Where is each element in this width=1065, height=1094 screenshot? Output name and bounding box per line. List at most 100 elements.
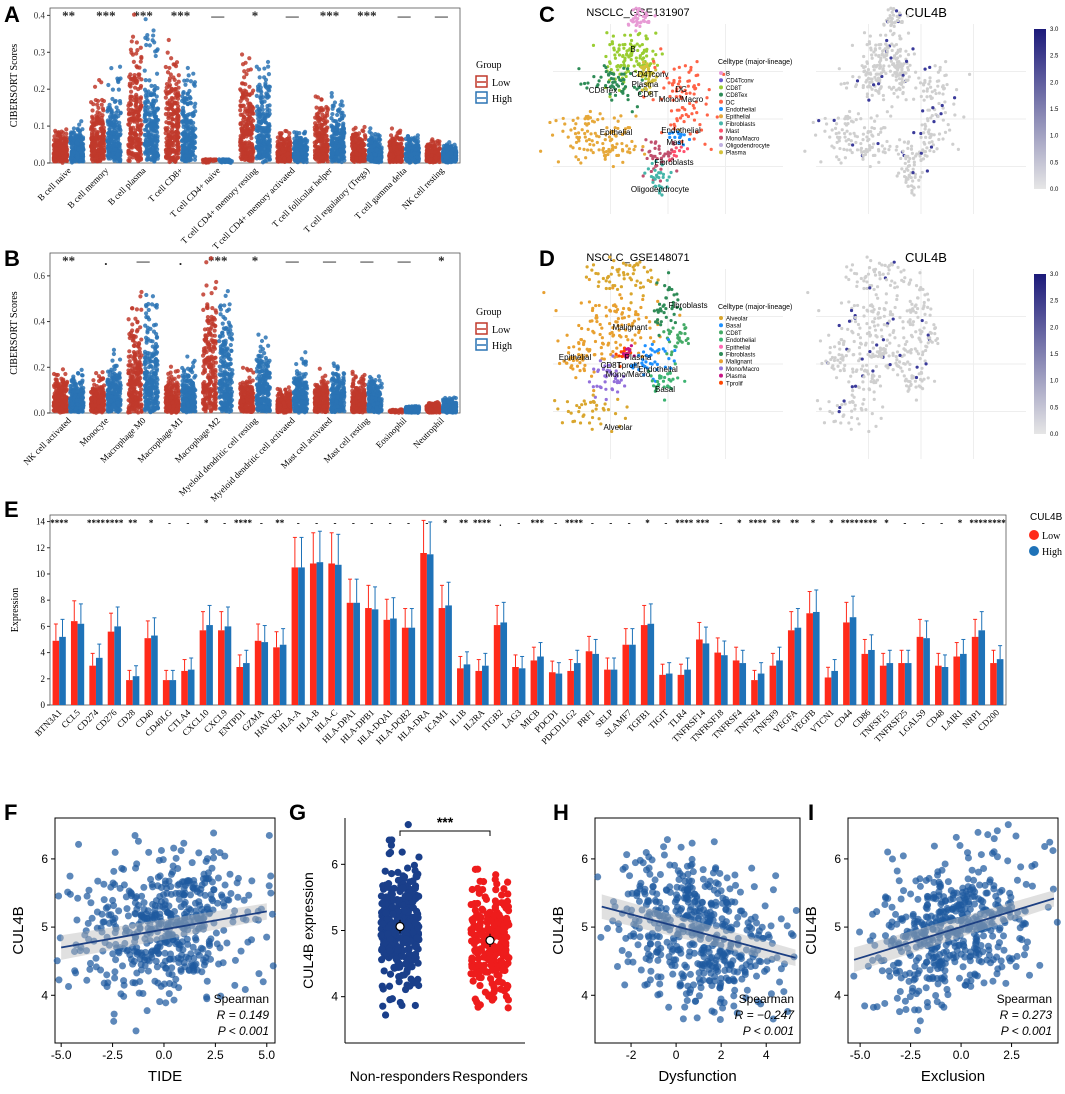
data-point: [266, 84, 271, 89]
data-point: [265, 133, 270, 139]
data-point: [245, 143, 250, 149]
data-point: [78, 158, 83, 163]
data-point: [70, 145, 75, 151]
data-point: [118, 76, 123, 81]
data-point: [314, 126, 320, 132]
data-point: [243, 60, 248, 65]
data-point: [53, 403, 58, 409]
data-point: [314, 148, 319, 153]
data-point: [63, 381, 68, 386]
data-point: [169, 103, 174, 109]
data-point: [132, 141, 137, 146]
data-point: [238, 87, 243, 92]
y-tick-label: 0.4: [34, 10, 46, 20]
data-point: [109, 110, 115, 115]
data-point: [373, 152, 378, 157]
data-point: [278, 142, 283, 147]
data-point: [80, 150, 85, 155]
data-point: [279, 131, 284, 136]
data-point: [175, 112, 180, 117]
data-point: [258, 138, 263, 143]
data-point: [246, 68, 251, 73]
data-point: [132, 75, 138, 81]
data-point: [181, 144, 186, 149]
data-point: [250, 150, 255, 155]
data-point: [155, 134, 160, 139]
data-point: [287, 146, 292, 152]
data-point: [247, 56, 252, 61]
data-point: [111, 155, 116, 160]
data-point: [248, 106, 253, 111]
data-point: [134, 40, 139, 45]
data-point: [285, 151, 290, 156]
data-point: [316, 159, 321, 164]
data-point: [180, 119, 185, 124]
data-point: [256, 113, 262, 118]
data-point: [75, 126, 80, 131]
data-point: [334, 157, 339, 162]
data-point: [154, 71, 160, 76]
data-point: [185, 125, 190, 131]
data-point: [247, 84, 252, 89]
data-point: [149, 137, 154, 142]
data-point: [254, 144, 259, 149]
data-point: [258, 125, 263, 130]
data-point: [58, 136, 64, 142]
data-point: [106, 82, 111, 88]
data-point: [407, 140, 412, 145]
data-point: [138, 59, 143, 64]
data-point: [165, 50, 170, 55]
data-point: [96, 105, 101, 111]
data-point: [360, 128, 365, 133]
data-point: [151, 28, 156, 33]
data-point: [239, 134, 244, 140]
data-point: [113, 98, 118, 104]
data-point: [361, 147, 366, 152]
data-point: [131, 59, 136, 64]
data-point: [241, 114, 246, 120]
data-point: [89, 157, 95, 162]
significance-label: *: [252, 8, 259, 23]
significance-label: ***: [320, 8, 340, 23]
data-point: [95, 102, 100, 107]
data-point: [52, 395, 57, 400]
data-point: [90, 123, 95, 128]
data-point: [176, 73, 181, 78]
data-point: [106, 122, 111, 127]
significance-label: —: [397, 8, 412, 23]
data-point: [350, 137, 355, 143]
data-point: [341, 123, 346, 128]
significance-label: ***: [96, 8, 116, 23]
data-point: [187, 88, 192, 94]
data-point: [131, 12, 137, 17]
data-point: [64, 127, 69, 132]
data-point: [368, 126, 373, 131]
data-point: [164, 143, 169, 148]
data-point: [183, 82, 188, 87]
data-point: [164, 150, 169, 155]
x-tick-label: B cell naive: [36, 165, 73, 202]
data-point: [165, 101, 170, 106]
data-point: [336, 143, 341, 149]
data-point: [174, 129, 179, 134]
data-point: [325, 106, 330, 111]
data-point: [441, 151, 446, 156]
data-point: [318, 126, 324, 131]
y-tick-label: 0.2: [34, 362, 45, 372]
data-point: [163, 112, 169, 117]
data-point: [90, 108, 95, 113]
data-point: [302, 146, 308, 152]
data-point: [144, 42, 149, 48]
data-point: [166, 115, 171, 121]
data-point: [146, 105, 151, 110]
data-point: [54, 372, 59, 378]
data-point: [169, 56, 174, 61]
data-point: [406, 158, 411, 163]
data-point: [320, 134, 325, 139]
data-point: [101, 134, 106, 140]
data-point: [193, 101, 198, 106]
data-point: [145, 143, 150, 148]
data-point: [324, 143, 330, 148]
data-point: [330, 151, 335, 156]
data-point: [266, 140, 271, 145]
